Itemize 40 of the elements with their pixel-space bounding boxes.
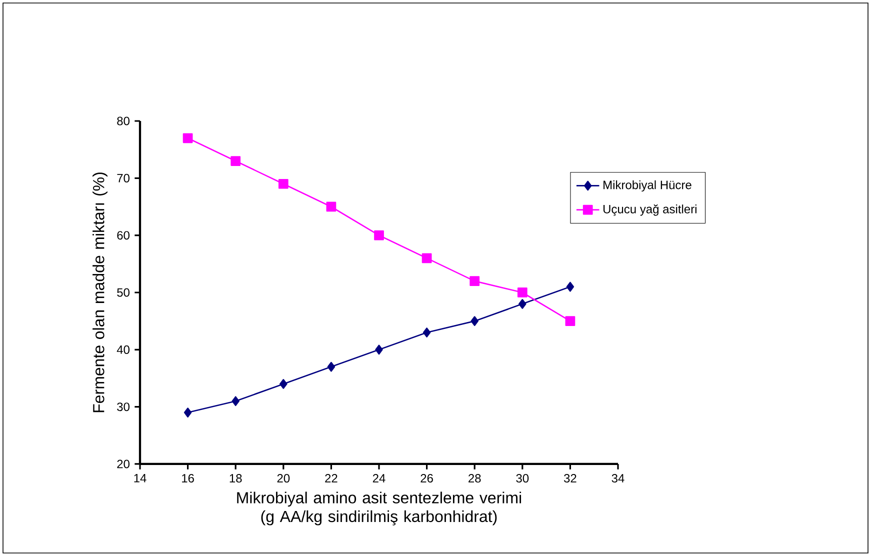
point [518,298,526,309]
x-tick-label: 18 [230,474,242,483]
point [422,328,431,338]
x-tick-label: 14 [134,474,146,482]
x-tick-label: 32 [564,474,576,483]
point [326,202,336,212]
x-tick-label: 16 [182,474,194,483]
y-tick-label: 50 [117,288,130,297]
point [280,379,288,389]
x-tick-label: 22 [325,474,338,482]
x-tick-label: 34 [612,474,624,483]
point [327,362,336,372]
point [565,316,576,326]
legend-label: Mikrobiyal Hücre [604,180,692,192]
point [278,178,288,189]
x-tick-label: 24 [372,474,386,482]
point [566,282,574,292]
y-tick-label: 80 [117,116,130,126]
point [375,344,383,355]
point [182,133,193,144]
x-tick-label: 30 [516,474,529,483]
y-tick-label: 40 [116,345,130,354]
y-tick-label: 20 [117,460,130,468]
y-axis-title: Fermente olan madde miktarı (%) [92,172,108,412]
point [184,408,192,418]
legend-label: Uçucu yağ asitleri [603,204,696,216]
x-axis-title: Mikrobiyal amino asit sentezleme verimi (g AA/kg sindirilmiş karbonhidrat) [237,492,522,526]
point [517,288,528,298]
y-tick-label: 30 [117,402,130,412]
point [422,253,432,264]
y-tick-label: 70 [117,174,130,182]
point [232,396,240,406]
point [230,156,241,166]
point [374,230,384,240]
point [470,316,478,326]
x-tick-label: 26 [420,474,433,483]
point [470,276,480,286]
x-tick-label: 28 [468,474,481,483]
x-tick-label: 20 [277,474,290,483]
y-tick-label: 60 [117,231,130,240]
